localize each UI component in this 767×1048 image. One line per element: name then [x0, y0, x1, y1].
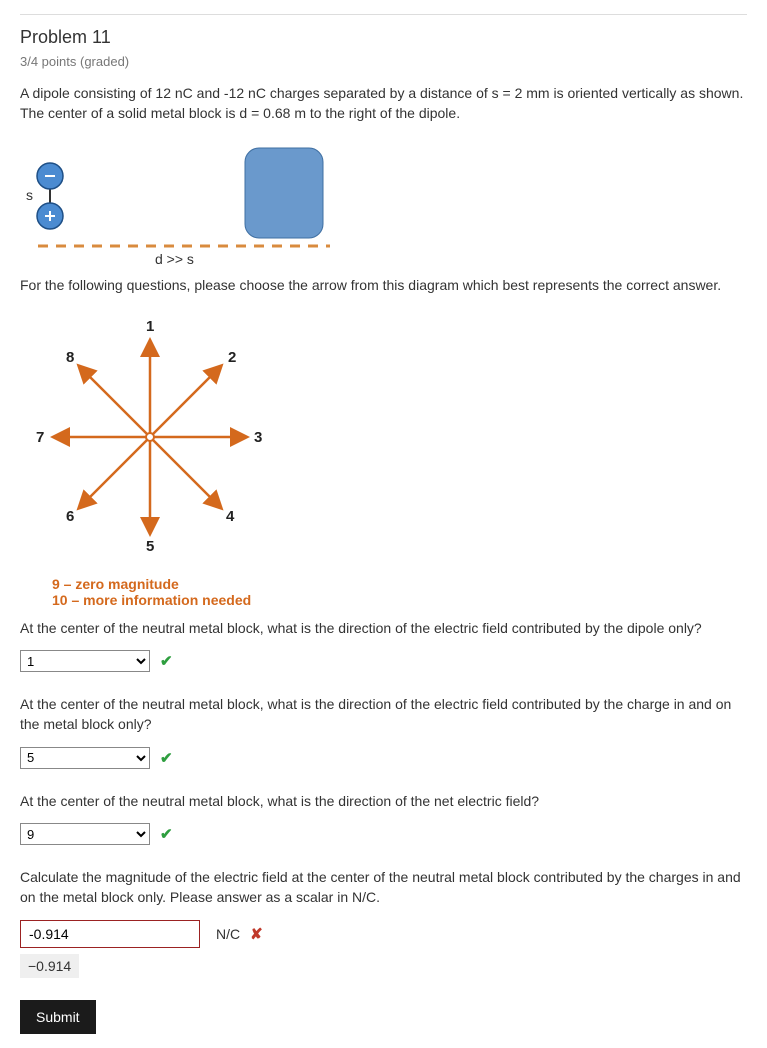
q3-text: At the center of the neutral metal block… — [20, 791, 747, 811]
submit-button[interactable]: Submit — [20, 1000, 96, 1034]
svg-text:1: 1 — [146, 318, 154, 335]
arrow-legend: 9 – zero magnitude 10 – more information… — [52, 576, 747, 608]
q2-select[interactable]: 12345678910 — [20, 747, 150, 769]
svg-text:4: 4 — [226, 508, 235, 525]
q4-text: Calculate the magnitude of the electric … — [20, 867, 747, 908]
check-icon: ✔ — [160, 825, 173, 843]
svg-text:3: 3 — [254, 429, 262, 446]
svg-text:6: 6 — [66, 508, 74, 525]
svg-text:2: 2 — [228, 349, 236, 366]
cross-icon: ✘ — [250, 925, 263, 943]
check-icon: ✔ — [160, 749, 173, 767]
q4-input[interactable] — [20, 920, 200, 948]
svg-text:7: 7 — [36, 429, 44, 446]
q4-unit: N/C — [216, 926, 240, 942]
svg-text:5: 5 — [146, 538, 154, 555]
intro-text: A dipole consisting of 12 nC and -12 nC … — [20, 83, 747, 124]
q4-previous-answer: −0.914 — [20, 954, 79, 978]
svg-text:8: 8 — [66, 349, 74, 366]
q1-text: At the center of the neutral metal block… — [20, 618, 747, 638]
problem-title: Problem 11 — [20, 27, 747, 48]
q1-select[interactable]: 12345678910 — [20, 650, 150, 672]
svg-text:d >> s: d >> s — [155, 251, 194, 266]
q3-select[interactable]: 12345678910 — [20, 823, 150, 845]
arrow-instruction: For the following questions, please choo… — [20, 275, 747, 295]
dipole-figure: s d >> s — [20, 136, 747, 269]
q2-text: At the center of the neutral metal block… — [20, 694, 747, 735]
grade-line: 3/4 points (graded) — [20, 54, 747, 69]
arrow-figure: 1 2 3 4 5 6 7 8 — [20, 307, 747, 570]
svg-text:s: s — [26, 187, 33, 203]
check-icon: ✔ — [160, 652, 173, 670]
